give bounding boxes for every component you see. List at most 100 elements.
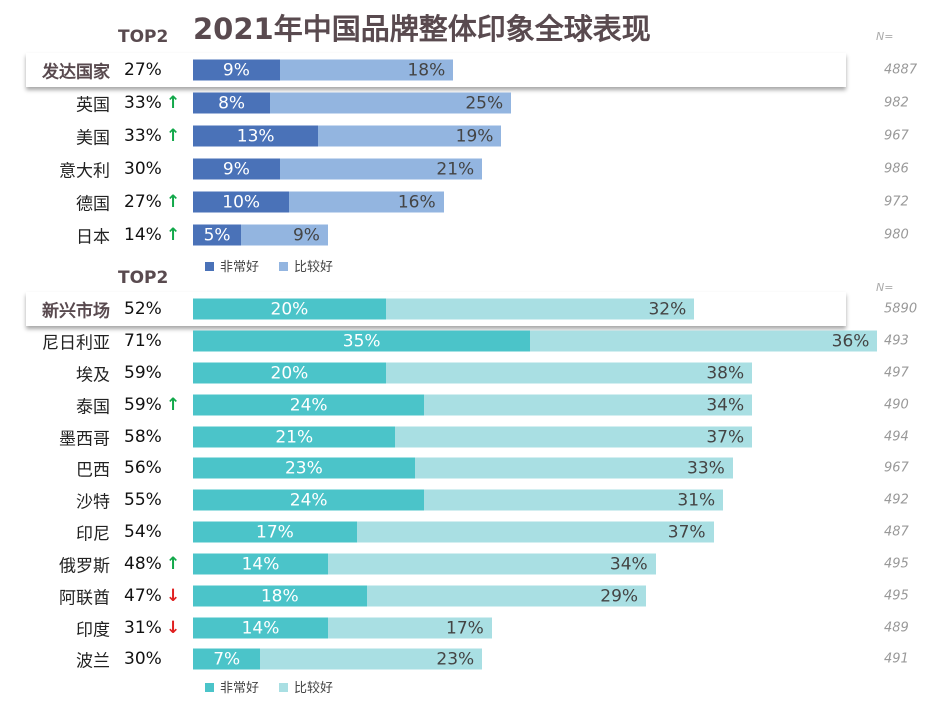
top2-value: 27% <box>124 60 162 80</box>
bar-very-good: 20% <box>193 362 386 384</box>
n-header: N= <box>876 281 894 294</box>
bar-good: 36% <box>530 330 878 352</box>
top2-value: 59% <box>124 363 162 383</box>
n-header: N= <box>876 30 894 43</box>
sample-size: 495 <box>884 556 909 572</box>
category-label: 尼日利亚 <box>42 333 110 354</box>
top2-header: TOP2 <box>118 27 169 47</box>
bar-good: 37% <box>356 521 714 543</box>
sample-size: 967 <box>884 128 909 144</box>
bar-good: 37% <box>395 426 753 448</box>
bar-very-good: 17% <box>193 521 357 543</box>
up-arrow-icon: ↑ <box>166 126 181 146</box>
bar-very-good: 14% <box>193 617 328 639</box>
legend-item: 非常好 <box>205 256 259 275</box>
sample-size: 4887 <box>884 62 918 78</box>
legend-swatch <box>205 262 214 271</box>
legend-label: 非常好 <box>220 681 260 696</box>
up-arrow-icon: ↑ <box>166 93 181 113</box>
bar-good: 9% <box>241 224 328 246</box>
bar-good: 25% <box>270 92 512 114</box>
top2-value: 31% <box>124 618 162 638</box>
up-arrow-icon: ↑ <box>166 554 181 574</box>
bar-very-good: 13% <box>193 125 319 147</box>
legend-item: 比较好 <box>279 256 333 275</box>
top2-value: 71% <box>124 331 162 351</box>
bar-very-good: 5% <box>193 224 242 246</box>
category-label: 日本 <box>76 227 110 248</box>
bar-very-good: 7% <box>193 648 261 670</box>
legend-label: 比较好 <box>294 681 334 696</box>
sample-size: 493 <box>884 333 909 349</box>
top2-value: 14% <box>124 225 162 245</box>
bar-good: 34% <box>327 553 656 575</box>
legend: 非常好 比较好 <box>205 677 333 696</box>
sample-size: 489 <box>884 620 909 636</box>
top2-value: 48% <box>124 554 162 574</box>
category-label: 印度 <box>76 620 110 641</box>
bar-very-good: 10% <box>193 191 290 213</box>
bar-very-good: 14% <box>193 553 328 575</box>
legend-item: 比较好 <box>279 677 333 696</box>
legend-item: 非常好 <box>205 677 259 696</box>
bar-very-good: 20% <box>193 298 386 320</box>
category-label: 印尼 <box>76 524 110 545</box>
legend-label: 比较好 <box>294 260 334 275</box>
sample-size: 495 <box>884 588 909 604</box>
top2-value: 47% <box>124 586 162 606</box>
category-label: 波兰 <box>76 651 110 672</box>
bar-very-good: 9% <box>193 59 280 81</box>
sample-size: 980 <box>884 227 909 243</box>
bar-very-good: 24% <box>193 489 425 511</box>
top2-value: 58% <box>124 427 162 447</box>
top2-value: 30% <box>124 159 162 179</box>
category-label: 俄罗斯 <box>59 556 110 577</box>
bar-good: 16% <box>289 191 444 213</box>
bar-good: 18% <box>279 59 454 81</box>
bar-very-good: 24% <box>193 394 425 416</box>
top2-value: 55% <box>124 490 162 510</box>
top2-value: 52% <box>124 299 162 319</box>
category-label: 发达国家 <box>42 62 110 83</box>
sample-size: 5890 <box>884 301 918 317</box>
up-arrow-icon: ↑ <box>166 192 181 212</box>
sample-size: 497 <box>884 365 909 381</box>
legend-swatch <box>279 683 289 692</box>
bar-good: 31% <box>424 489 724 511</box>
bar-very-good: 8% <box>193 92 271 114</box>
bar-good: 21% <box>279 158 483 180</box>
bar-good: 19% <box>318 125 502 147</box>
sample-size: 491 <box>884 651 909 667</box>
sample-size: 982 <box>884 95 909 111</box>
top2-header: TOP2 <box>118 268 169 288</box>
category-label: 意大利 <box>59 161 110 182</box>
sample-size: 492 <box>884 492 909 508</box>
bar-very-good: 18% <box>193 585 367 607</box>
up-arrow-icon: ↑ <box>166 395 181 415</box>
sample-size: 487 <box>884 524 909 540</box>
bar-very-good: 9% <box>193 158 280 180</box>
legend-swatch <box>279 262 289 271</box>
sample-size: 986 <box>884 161 909 177</box>
category-label: 泰国 <box>76 397 110 418</box>
bar-good: 23% <box>260 648 483 670</box>
bar-good: 29% <box>366 585 647 607</box>
category-label: 埃及 <box>76 365 110 386</box>
category-label: 阿联酋 <box>59 588 110 609</box>
bar-good: 17% <box>327 617 492 639</box>
sample-size: 494 <box>884 429 909 445</box>
bar-very-good: 35% <box>193 330 531 352</box>
sample-size: 490 <box>884 397 909 413</box>
top2-value: 54% <box>124 522 162 542</box>
down-arrow-icon: ↓ <box>166 618 181 638</box>
top2-value: 33% <box>124 93 162 113</box>
top2-value: 27% <box>124 192 162 212</box>
down-arrow-icon: ↓ <box>166 586 181 606</box>
category-label: 沙特 <box>76 492 110 513</box>
bar-good: 33% <box>414 457 733 479</box>
category-label: 德国 <box>76 194 110 215</box>
legend-label: 非常好 <box>220 260 260 275</box>
bar-very-good: 23% <box>193 457 415 479</box>
top2-value: 59% <box>124 395 162 415</box>
top2-value: 30% <box>124 649 162 669</box>
